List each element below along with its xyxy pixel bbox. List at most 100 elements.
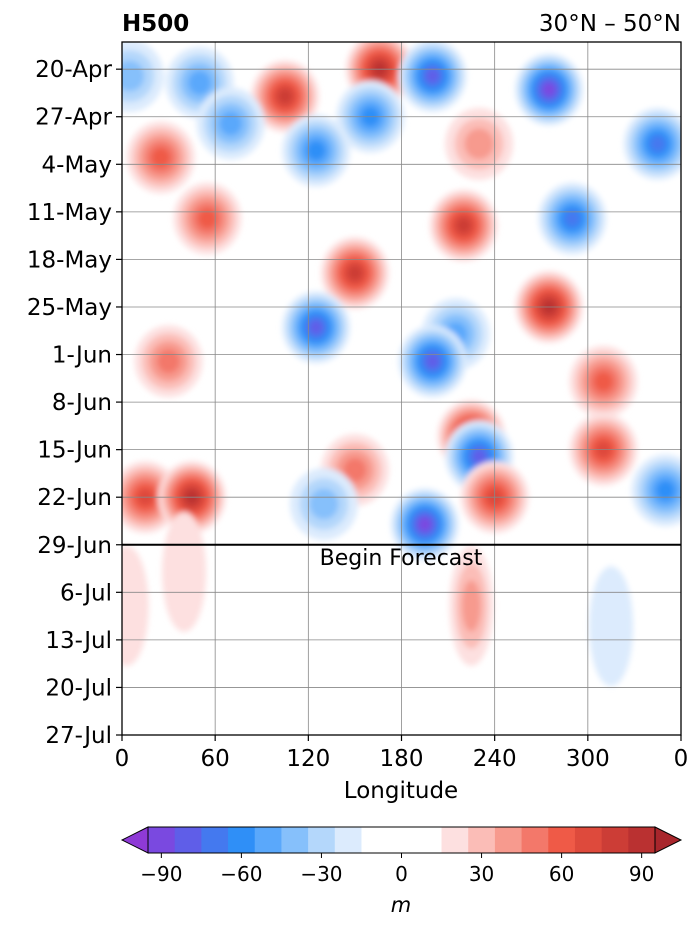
anomaly-contour: [425, 354, 440, 369]
anomaly-feature: [445, 107, 514, 180]
forecast-label: Begin Forecast: [320, 546, 483, 571]
y-tick-label: 27-Apr: [35, 105, 112, 131]
anomaly-contour: [656, 480, 675, 501]
anomaly-contour: [461, 580, 481, 632]
anomaly-feature: [390, 488, 459, 561]
y-tick-label: 11-May: [27, 200, 112, 226]
y-tick-label: 6-Jul: [60, 580, 112, 606]
y-tick-label: 20-Apr: [35, 57, 112, 83]
anomaly-contour: [589, 566, 634, 687]
colorbar-swatch: [441, 827, 469, 853]
colorbar-swatch: [468, 827, 496, 853]
colorbar-extend-low: [120, 826, 149, 854]
anomaly-contour: [594, 371, 613, 392]
colorbar-tick-label: −60: [220, 862, 262, 886]
anomaly-feature: [126, 121, 195, 194]
anomaly-feature: [134, 325, 203, 398]
anomaly-contour: [543, 83, 556, 96]
colorbar-extend-high: [654, 826, 683, 854]
colorbar-swatch: [148, 827, 176, 853]
y-axis: 20-Apr 27-Apr 4-May 11-May 18-May 25-May 1-Jun…: [27, 57, 122, 749]
y-tick-label: 20-Jul: [45, 675, 112, 701]
colorbar-tick-label: −90: [140, 862, 182, 886]
colorbar-label: m: [391, 893, 411, 917]
anomaly-contour: [278, 89, 292, 104]
anomaly-feature: [429, 189, 498, 262]
plot-area: [122, 42, 681, 735]
y-tick-label: 13-Jul: [45, 628, 112, 654]
colorbar-swatch: [308, 827, 336, 853]
anomaly-contour: [343, 458, 367, 483]
y-tick-label: 4-May: [42, 152, 112, 178]
anomaly-contour: [564, 210, 581, 227]
x-tick-label: 0: [115, 746, 130, 772]
colorbar-swatch: [228, 827, 256, 853]
chart-title: H500: [122, 11, 189, 37]
colorbar-swatch: [574, 827, 603, 853]
colorbar: −90 −60 −30 0 30 60 90: [120, 826, 683, 886]
x-tick-label: 240: [473, 746, 517, 772]
anomaly-feature: [538, 182, 607, 255]
x-tick-label: 60: [201, 746, 230, 772]
y-tick-label: 18-May: [27, 247, 112, 273]
colorbar-swatch: [174, 827, 202, 853]
colorbar-tick-label: −30: [300, 862, 342, 886]
anomaly-contour: [418, 517, 431, 531]
anomaly-contour: [122, 545, 149, 666]
anomaly-feature: [589, 566, 634, 687]
y-tick-label: 1-Jun: [52, 343, 112, 369]
colorbar-swatch: [628, 827, 656, 853]
anomaly-feature: [162, 511, 207, 632]
anomaly-feature: [623, 107, 681, 180]
anomaly-feature: [631, 454, 681, 527]
anomaly-feature: [122, 42, 164, 112]
colorbar-swatch: [334, 827, 362, 853]
x-tick-label: 0: [674, 746, 689, 772]
anomaly-feature: [173, 182, 242, 255]
anomaly-feature: [449, 545, 494, 666]
anomaly-feature: [398, 42, 467, 112]
chart-subtitle: 30°N – 50°N: [539, 11, 681, 37]
anomaly-contour: [306, 140, 326, 161]
anomaly-contour: [309, 320, 323, 335]
anomaly-contour: [188, 70, 211, 95]
anomaly-feature: [282, 291, 351, 364]
anomaly-contour: [649, 135, 666, 153]
colorbar-swatch: [361, 827, 443, 853]
x-tick-label: 180: [380, 746, 424, 772]
anomaly-feature: [251, 60, 320, 133]
anomaly-contour: [472, 449, 486, 464]
y-tick-label: 15-Jun: [37, 438, 112, 464]
anomaly-feature: [122, 545, 149, 666]
colorbar-tick-label: 90: [629, 862, 654, 886]
anomaly-contour: [464, 128, 494, 160]
anomaly-feature: [196, 87, 265, 160]
anomaly-contour: [219, 111, 242, 136]
colorbar-swatch: [521, 827, 549, 853]
anomaly-feature: [345, 42, 414, 106]
anomaly-contour: [162, 511, 207, 632]
y-tick-label: 27-Jul: [45, 723, 112, 749]
colorbar-swatch: [601, 827, 629, 853]
x-axis-label: Longitude: [344, 778, 458, 804]
colorbar-swatch: [281, 827, 309, 853]
anomaly-contour: [348, 265, 362, 281]
y-tick-label: 22-Jun: [37, 485, 112, 511]
anomaly-feature: [515, 53, 584, 126]
x-tick-label: 120: [286, 746, 330, 772]
anomaly-feature: [569, 345, 638, 418]
x-tick-label: 300: [566, 746, 610, 772]
colorbar-swatch: [494, 827, 523, 853]
anomaly-feature: [398, 325, 467, 398]
anomaly-contour: [456, 218, 471, 233]
anomaly-feature: [282, 114, 351, 187]
anomaly-contour: [151, 147, 171, 168]
anomaly-feature: [289, 468, 358, 540]
anomaly-contour: [425, 68, 440, 84]
anomaly-contour: [122, 60, 145, 92]
anomaly-contour: [157, 349, 180, 374]
y-tick-label: 8-Jun: [52, 390, 112, 416]
colorbar-swatch: [548, 827, 576, 853]
colorbar-tick-label: 60: [549, 862, 574, 886]
